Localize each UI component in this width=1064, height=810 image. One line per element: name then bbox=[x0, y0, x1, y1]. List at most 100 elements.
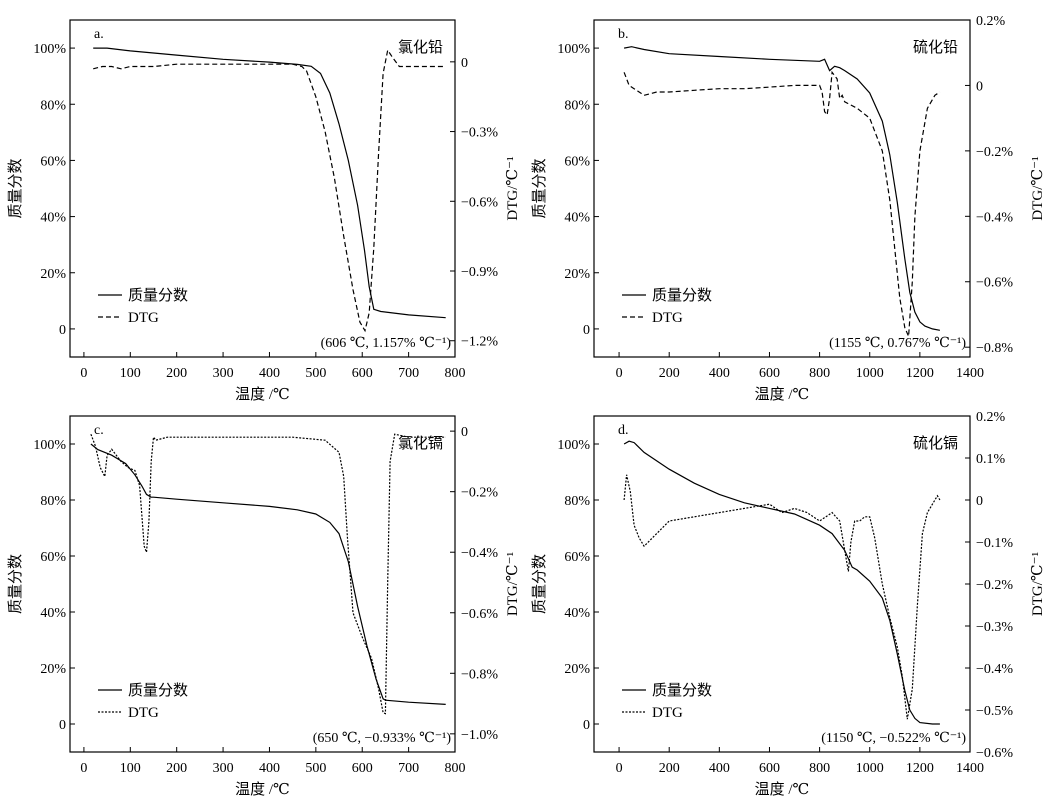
panel-label: d. bbox=[618, 423, 629, 438]
y2-tick-label: −0.6% bbox=[976, 276, 1013, 291]
y-tick-label: 60% bbox=[40, 154, 66, 169]
y-tick-label: 80% bbox=[564, 494, 590, 509]
legend-label: DTG bbox=[128, 310, 159, 326]
x-tick-label: 600 bbox=[352, 366, 373, 381]
x-tick-label: 800 bbox=[445, 761, 466, 776]
plot-frame bbox=[593, 415, 971, 753]
chart-title: 氯化铅 bbox=[398, 39, 443, 56]
y-tick-label: 40% bbox=[40, 211, 66, 226]
y2-tick-label: 0.1% bbox=[976, 452, 1006, 467]
y2-tick-label: 0 bbox=[461, 56, 468, 71]
y-tick-label: 80% bbox=[564, 98, 590, 113]
series-line-dtg bbox=[623, 70, 941, 337]
y-axis-label: 质量分数 bbox=[531, 554, 548, 614]
legend-label: 质量分数 bbox=[128, 287, 188, 304]
x-tick-label: 0 bbox=[80, 761, 87, 776]
x-tick-label: 1000 bbox=[856, 761, 884, 776]
x-tick-label: 0 bbox=[80, 366, 87, 381]
y2-tick-label: −0.4% bbox=[976, 210, 1013, 225]
x-tick-label: 700 bbox=[398, 761, 419, 776]
x-tick-label: 1200 bbox=[906, 366, 934, 381]
chart-title: 硫化镉 bbox=[913, 435, 958, 452]
y-tick-label: 0 bbox=[583, 323, 590, 338]
y2-axis-label: DTG/℃⁻¹ bbox=[505, 156, 521, 220]
y-tick-label: 20% bbox=[40, 662, 66, 677]
x-tick-label: 600 bbox=[352, 761, 373, 776]
x-tick-label: 300 bbox=[213, 761, 234, 776]
y-tick-label: 20% bbox=[40, 267, 66, 282]
x-tick-label: 200 bbox=[166, 761, 187, 776]
panel-b: 0 200 400 600 800 1000 1200 1400 0 20% 40% 60% 80% 10… bbox=[531, 14, 1046, 403]
y2-tick-label: 0 bbox=[976, 494, 983, 509]
legend-label: DTG bbox=[652, 705, 683, 721]
y2-axis-label: DTG/℃⁻¹ bbox=[1030, 552, 1046, 616]
y2-tick-label: 0 bbox=[461, 425, 468, 440]
x-tick-label: 100 bbox=[120, 761, 141, 776]
y-tick-label: 100% bbox=[33, 42, 66, 57]
y-tick-label: 0 bbox=[583, 718, 590, 733]
y2-tick-label: 0.2% bbox=[976, 410, 1006, 425]
x-tick-label: 1400 bbox=[956, 366, 984, 381]
y-tick-label: 0 bbox=[59, 323, 66, 338]
y2-axis-label: DTG/℃⁻¹ bbox=[505, 552, 521, 616]
x-tick-label: 600 bbox=[759, 366, 780, 381]
x-tick-label: 800 bbox=[809, 761, 830, 776]
plot-frame bbox=[69, 19, 456, 358]
x-tick-label: 800 bbox=[809, 366, 830, 381]
y-tick-label: 60% bbox=[40, 550, 66, 565]
x-tick-label: 800 bbox=[445, 366, 466, 381]
peak-annotation: (1155 ℃, 0.767% ℃⁻¹) bbox=[829, 336, 966, 351]
y-tick-label: 60% bbox=[564, 154, 590, 169]
y2-tick-label: −0.2% bbox=[976, 145, 1013, 160]
x-tick-label: 600 bbox=[759, 761, 780, 776]
y2-tick-label: −0.2% bbox=[461, 486, 498, 501]
y2-tick-label: −1.0% bbox=[461, 728, 498, 743]
y2-tick-label: −0.6% bbox=[461, 195, 498, 210]
y-tick-label: 20% bbox=[564, 267, 590, 282]
x-axis-label: 温度 /℃ bbox=[235, 386, 290, 403]
y2-tick-label: −0.3% bbox=[976, 620, 1013, 635]
x-tick-label: 1400 bbox=[956, 761, 984, 776]
legend-label: 质量分数 bbox=[652, 682, 712, 699]
y-tick-label: 40% bbox=[564, 606, 590, 621]
plot-frame bbox=[69, 415, 456, 753]
chart-title: 氯化镉 bbox=[398, 435, 443, 452]
x-tick-label: 200 bbox=[166, 366, 187, 381]
x-tick-label: 300 bbox=[213, 366, 234, 381]
x-axis-label: 温度 /℃ bbox=[235, 781, 290, 798]
panel-c: 0 100 200 300 400 500 600 700 800 0 20% 40% 60% 80% 10… bbox=[7, 415, 521, 798]
x-tick-label: 400 bbox=[259, 366, 280, 381]
y2-tick-label: −0.8% bbox=[461, 667, 498, 682]
y2-tick-label: −0.1% bbox=[976, 536, 1013, 551]
series-line-mass bbox=[93, 47, 446, 319]
x-tick-label: 400 bbox=[709, 366, 730, 381]
panel-a: 0 100 200 300 400 500 600 700 800 0 20% 40% 60% 80% 10… bbox=[7, 19, 521, 403]
y-tick-label: 20% bbox=[564, 662, 590, 677]
x-tick-label: 100 bbox=[120, 366, 141, 381]
y-tick-label: 40% bbox=[40, 606, 66, 621]
legend-label: 质量分数 bbox=[128, 682, 188, 699]
y2-tick-label: −0.4% bbox=[461, 546, 498, 561]
y2-tick-label: −0.6% bbox=[461, 607, 498, 622]
peak-annotation: (650 ℃, −0.933% ℃⁻¹) bbox=[313, 731, 452, 746]
y-tick-label: 100% bbox=[557, 438, 590, 453]
x-tick-label: 400 bbox=[259, 761, 280, 776]
series-line-dtg bbox=[90, 433, 446, 715]
panel-label: b. bbox=[618, 27, 629, 42]
chart-title: 硫化铅 bbox=[913, 39, 958, 56]
panel-label: c. bbox=[94, 423, 104, 438]
y2-tick-label: −0.4% bbox=[976, 662, 1013, 677]
x-tick-label: 500 bbox=[305, 761, 326, 776]
plot-frame bbox=[593, 19, 971, 358]
y2-axis-label: DTG/℃⁻¹ bbox=[1030, 156, 1046, 220]
series-line-mass bbox=[623, 440, 940, 725]
x-tick-label: 700 bbox=[398, 366, 419, 381]
y-tick-label: 100% bbox=[33, 438, 66, 453]
x-axis-label: 温度 /℃ bbox=[755, 386, 810, 403]
y2-tick-label: −0.2% bbox=[976, 578, 1013, 593]
legend-label: 质量分数 bbox=[652, 287, 712, 304]
y-tick-label: 100% bbox=[557, 42, 590, 57]
y2-tick-label: −0.5% bbox=[976, 704, 1013, 719]
x-tick-label: 500 bbox=[305, 366, 326, 381]
